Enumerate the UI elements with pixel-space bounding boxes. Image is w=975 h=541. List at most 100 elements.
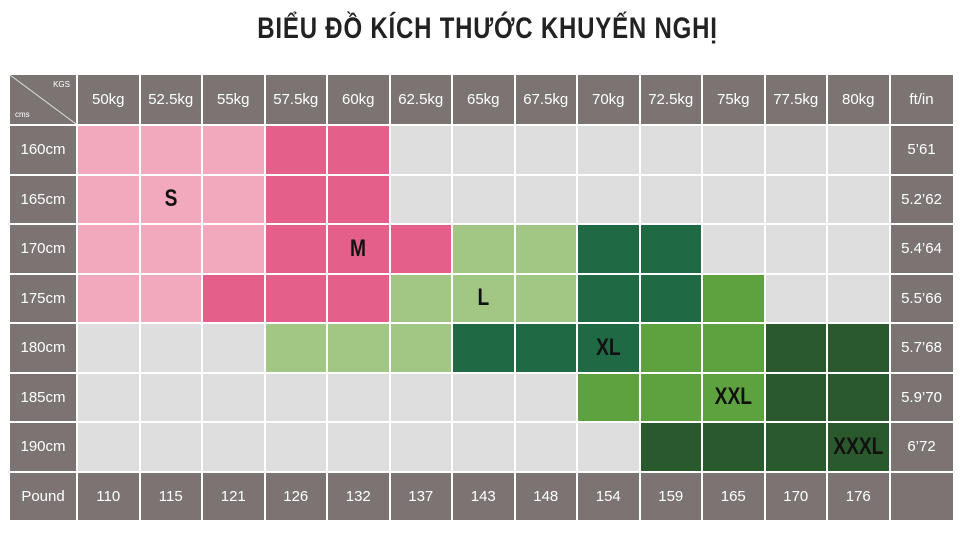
pound-value: 115 (140, 472, 201, 520)
size-cell (640, 423, 701, 471)
size-cell (328, 175, 389, 223)
size-cell (640, 274, 701, 322)
size-cell: XXL (703, 373, 764, 421)
size-cell (78, 175, 139, 223)
size-cell (578, 225, 639, 273)
size-cell (328, 274, 389, 322)
row-header: 180cm (10, 324, 76, 372)
size-cell (203, 274, 264, 322)
size-cell (328, 373, 389, 421)
size-cell (765, 423, 826, 471)
row-header: 185cm (10, 373, 76, 421)
size-cell (265, 274, 326, 322)
size-cell (453, 373, 514, 421)
size-cell (390, 373, 451, 421)
size-table: KGS cms 50kg 52.5kg 55kg 57.5kg 60kg 62.5kg 65kg… (10, 75, 953, 520)
pound-value: 110 (78, 472, 139, 520)
size-label: L (477, 284, 490, 312)
size-cell (328, 126, 389, 174)
column-header: 67.5kg (515, 75, 576, 124)
size-cell (640, 373, 701, 421)
size-cell (328, 324, 389, 372)
size-cell (390, 175, 451, 223)
size-cell (78, 324, 139, 372)
size-cell (203, 324, 264, 372)
size-cell (265, 423, 326, 471)
size-cell (765, 126, 826, 174)
size-cell (328, 423, 389, 471)
size-cell (765, 373, 826, 421)
column-header: 57.5kg (265, 75, 326, 124)
size-cell (515, 373, 576, 421)
row-feet: 5.9’70 (890, 373, 953, 421)
size-cell (828, 225, 889, 273)
size-cell (453, 175, 514, 223)
row-feet: 5.5’66 (890, 274, 953, 322)
size-cell (453, 423, 514, 471)
pound-value: 143 (453, 472, 514, 520)
size-cell (828, 175, 889, 223)
unit-header: ft/in (890, 75, 953, 124)
column-header: 77.5kg (765, 75, 826, 124)
size-label: M (350, 234, 367, 262)
size-cell (515, 423, 576, 471)
size-label: XL (595, 333, 621, 361)
size-cell (78, 274, 139, 322)
row-header: 165cm (10, 175, 76, 223)
pound-value: 121 (203, 472, 264, 520)
size-label: XXXL (833, 432, 884, 460)
size-cell (765, 175, 826, 223)
size-cell (640, 324, 701, 372)
pound-value: 170 (765, 472, 826, 520)
size-cell (828, 324, 889, 372)
pound-value: 165 (703, 472, 764, 520)
row-header: 175cm (10, 274, 76, 322)
column-header: 75kg (703, 75, 764, 124)
size-cell (640, 126, 701, 174)
row-feet: 5.7’68 (890, 324, 953, 372)
corner-top-label: KGS (53, 80, 70, 89)
corner-diagonal (10, 75, 76, 124)
pound-value: 176 (828, 472, 889, 520)
size-cell (203, 126, 264, 174)
size-cell (390, 423, 451, 471)
column-header: 50kg (78, 75, 139, 124)
size-cell (515, 175, 576, 223)
pound-value: 148 (515, 472, 576, 520)
size-cell (828, 126, 889, 174)
column-header: 70kg (578, 75, 639, 124)
size-cell (78, 423, 139, 471)
title: BIỂU ĐỒ KÍCH THƯỚC KHUYẾN NGHỊ (257, 12, 718, 45)
size-cell (265, 373, 326, 421)
size-cell (203, 373, 264, 421)
row-header: 190cm (10, 423, 76, 471)
column-header: 62.5kg (390, 75, 451, 124)
size-cell: XXXL (828, 423, 889, 471)
size-cell (703, 225, 764, 273)
size-cell (703, 175, 764, 223)
row-feet: 5’61 (890, 126, 953, 174)
size-cell (140, 324, 201, 372)
size-cell (828, 274, 889, 322)
row-header: 170cm (10, 225, 76, 273)
column-header: 80kg (828, 75, 889, 124)
size-cell (765, 225, 826, 273)
size-cell (265, 126, 326, 174)
pound-value: 126 (265, 472, 326, 520)
diagonal-line (10, 75, 76, 124)
corner-cell: KGS cms (10, 75, 76, 124)
size-cell (703, 126, 764, 174)
size-cell (203, 175, 264, 223)
size-cell: S (140, 175, 201, 223)
size-cell (265, 175, 326, 223)
size-cell: L (453, 274, 514, 322)
row-feet: 6’72 (890, 423, 953, 471)
size-cell (703, 324, 764, 372)
column-header: 52.5kg (140, 75, 201, 124)
size-cell (140, 373, 201, 421)
size-cell (140, 126, 201, 174)
size-cell (515, 324, 576, 372)
size-cell (578, 126, 639, 174)
size-cell (390, 324, 451, 372)
